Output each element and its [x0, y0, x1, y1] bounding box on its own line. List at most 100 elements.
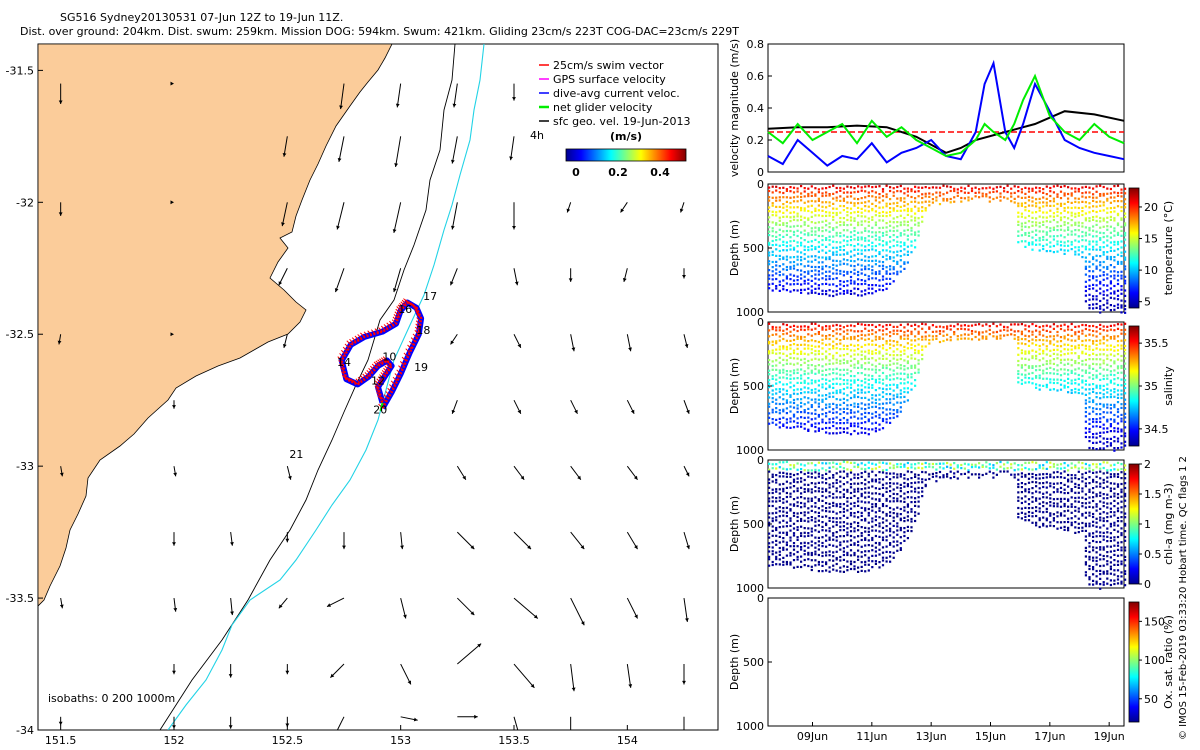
- map-x-tick-label: 151.5: [45, 734, 77, 747]
- section-datum: [782, 211, 785, 214]
- section-datum: [771, 397, 774, 400]
- section-datum: [1102, 217, 1105, 220]
- section-datum: [835, 361, 838, 364]
- section-datum: [828, 289, 831, 292]
- section-datum: [1017, 215, 1020, 218]
- section-datum: [853, 363, 856, 366]
- section-datum: [853, 260, 856, 263]
- section-datum: [1102, 325, 1105, 328]
- section-datum: [782, 510, 785, 513]
- section-datum: [1099, 353, 1102, 356]
- section-datum: [860, 475, 863, 478]
- section-datum: [860, 519, 863, 522]
- section-datum: [892, 362, 895, 365]
- section-datum: [814, 505, 817, 508]
- section-datum: [878, 279, 881, 282]
- section-datum: [789, 347, 792, 350]
- section-datum: [1124, 333, 1127, 336]
- section-datum: [860, 189, 863, 192]
- section-datum: [842, 344, 845, 347]
- section-datum: [917, 359, 920, 362]
- section-datum: [878, 336, 881, 339]
- section-datum: [1045, 517, 1048, 520]
- section-datum: [768, 532, 771, 535]
- section-datum: [814, 291, 817, 294]
- section-datum: [1038, 190, 1041, 193]
- section-datum: [1088, 307, 1091, 310]
- section-datum: [768, 274, 771, 277]
- section-datum: [860, 197, 863, 200]
- section-datum: [1116, 353, 1120, 356]
- section-datum: [892, 244, 895, 248]
- section-datum: [1070, 328, 1073, 331]
- section-datum: [885, 388, 888, 391]
- map-y-ticks: -31.5-32-32.5-33-33.5-34: [6, 64, 43, 737]
- section-datum: [832, 347, 835, 350]
- section-datum: [832, 496, 835, 499]
- section-datum: [921, 495, 924, 498]
- section-datum: [800, 517, 803, 521]
- section-datum: [1031, 461, 1034, 464]
- section-datum: [778, 335, 781, 338]
- section-datum: [988, 325, 991, 328]
- section-datum: [1052, 352, 1055, 355]
- section-datum: [1017, 512, 1020, 515]
- section-datum: [807, 246, 810, 249]
- swim-vector-tick: [403, 352, 409, 358]
- section-datum: [810, 265, 813, 268]
- section-datum: [1095, 235, 1098, 238]
- section-datum: [789, 236, 792, 239]
- section-datum: [1092, 383, 1095, 386]
- section-datum: [1024, 473, 1027, 477]
- section-datum: [864, 357, 867, 360]
- swim-vector-tick: [344, 375, 349, 381]
- section-datum: [814, 194, 817, 197]
- section-datum: [889, 335, 892, 338]
- section-datum: [857, 252, 860, 255]
- section-datum: [1038, 473, 1041, 476]
- section-datum: [885, 367, 888, 370]
- section-datum: [921, 470, 924, 474]
- section-datum: [1109, 192, 1112, 195]
- section-datum: [1067, 391, 1070, 394]
- section-datum: [832, 382, 835, 386]
- section-datum: [796, 362, 799, 365]
- section-datum: [1038, 368, 1041, 371]
- geo-vector-shaft: [513, 531, 532, 550]
- section-datum: [1109, 389, 1112, 392]
- section-datum: [1042, 339, 1045, 342]
- section-datum: [1109, 236, 1112, 239]
- section-datum: [1106, 411, 1109, 414]
- section-datum: [825, 382, 828, 385]
- section-datum: [1113, 206, 1116, 209]
- section-datum: [1109, 442, 1112, 445]
- section-datum: [785, 332, 788, 335]
- section-datum: [871, 394, 874, 397]
- section-datum: [814, 536, 817, 539]
- section-datum: [1049, 482, 1052, 485]
- section-datum: [931, 338, 934, 341]
- section-datum: [867, 256, 870, 259]
- section-datum: [1027, 243, 1031, 246]
- section-datum: [803, 233, 806, 236]
- section-datum: [1102, 338, 1105, 341]
- section-datum: [832, 272, 835, 275]
- section-datum: [910, 244, 913, 247]
- section-datum: [832, 294, 835, 298]
- section-datum: [771, 541, 774, 544]
- section-datum: [1017, 381, 1020, 384]
- section-datum: [796, 245, 799, 248]
- section-datum: [775, 214, 778, 217]
- section-datum: [1120, 329, 1123, 332]
- section-datum: [803, 544, 806, 548]
- section-datum: [1092, 229, 1095, 232]
- section-datum: [796, 489, 799, 493]
- section-datum: [881, 536, 885, 539]
- section-datum: [842, 565, 845, 568]
- section-datum: [839, 412, 842, 416]
- section-datum: [903, 197, 906, 200]
- section-datum: [771, 239, 774, 243]
- section-datum: [778, 348, 781, 351]
- geo-vector-arrow: [278, 268, 288, 286]
- section-datum: [946, 325, 949, 328]
